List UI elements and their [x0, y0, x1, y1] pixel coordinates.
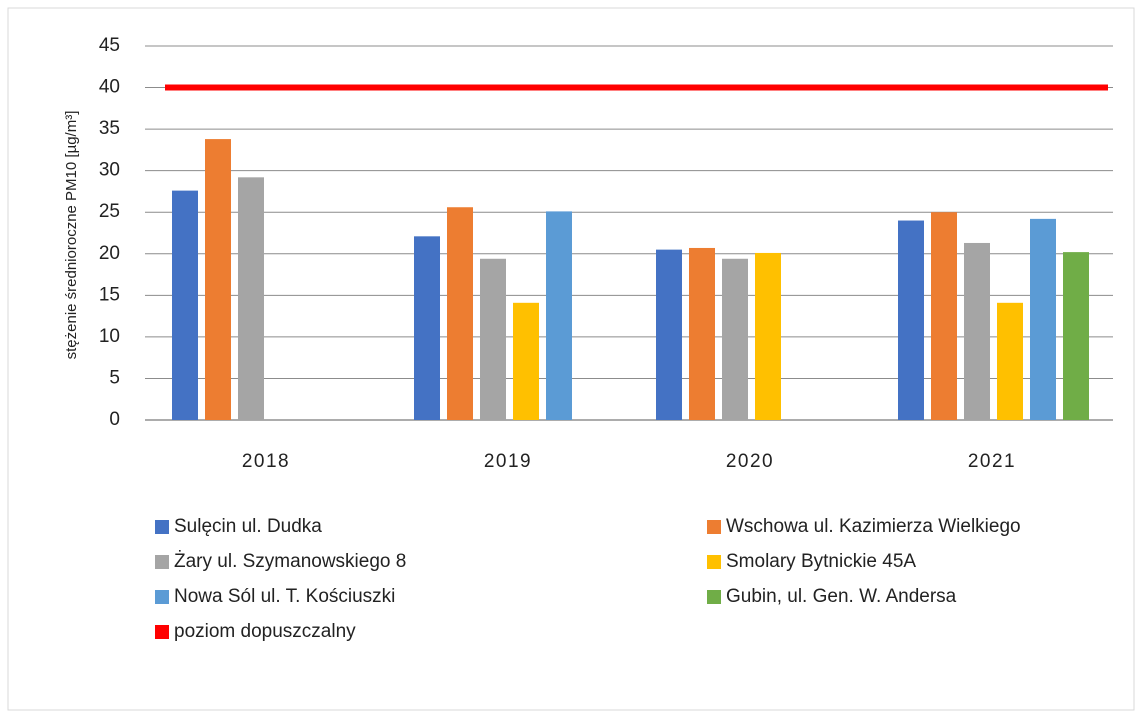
bar — [964, 242, 990, 420]
bar — [480, 258, 506, 420]
bar — [722, 258, 748, 420]
y-tick-label: 25 — [99, 201, 120, 222]
bar — [414, 236, 440, 420]
bar — [1063, 252, 1089, 420]
y-tick-label: 20 — [99, 243, 120, 264]
legend-label: Nowa Sól ul. T. Kościuszki — [174, 586, 395, 607]
y-tick-label: 40 — [99, 77, 120, 98]
legend-label: poziom dopuszczalny — [174, 621, 356, 642]
y-axis-label: stężenie średnioroczne PM10 [µg/m³] — [63, 111, 80, 360]
legend-swatch — [155, 555, 169, 569]
legend-swatch — [707, 520, 721, 534]
legend-label: Smolary Bytnickie 45A — [726, 551, 916, 572]
y-tick-label: 15 — [99, 284, 120, 305]
y-tick-label: 30 — [99, 160, 120, 181]
x-tick-label: 2018 — [242, 451, 290, 472]
legend-label: Wschowa ul. Kazimierza Wielkiego — [726, 516, 1021, 537]
y-tick-label: 45 — [99, 35, 120, 56]
bar — [546, 211, 572, 420]
x-tick-label: 2019 — [484, 451, 532, 472]
x-tick-label: 2020 — [726, 451, 774, 472]
legend-swatch — [707, 590, 721, 604]
legend-label: Żary ul. Szymanowskiego 8 — [174, 551, 406, 572]
legend-swatch — [155, 590, 169, 604]
bar — [447, 207, 473, 420]
bar — [931, 212, 957, 420]
legend-swatch — [707, 555, 721, 569]
bar — [755, 252, 781, 420]
bar — [656, 249, 682, 420]
bar — [513, 302, 539, 420]
y-tick-label: 35 — [99, 118, 120, 139]
x-tick-label: 2021 — [968, 451, 1016, 472]
bar — [238, 177, 264, 420]
legend-swatch — [155, 625, 169, 639]
bar — [1030, 218, 1056, 420]
legend-swatch — [155, 520, 169, 534]
bar — [172, 190, 198, 420]
bar — [689, 247, 715, 420]
legend-label: Sulęcin ul. Dudka — [174, 516, 322, 537]
y-tick-label: 10 — [99, 326, 120, 347]
bar — [205, 139, 231, 420]
legend-label: Gubin, ul. Gen. W. Andersa — [726, 586, 957, 607]
y-tick-label: 0 — [109, 409, 120, 430]
bar — [997, 302, 1023, 420]
bar — [898, 220, 924, 420]
y-tick-label: 5 — [109, 367, 120, 388]
